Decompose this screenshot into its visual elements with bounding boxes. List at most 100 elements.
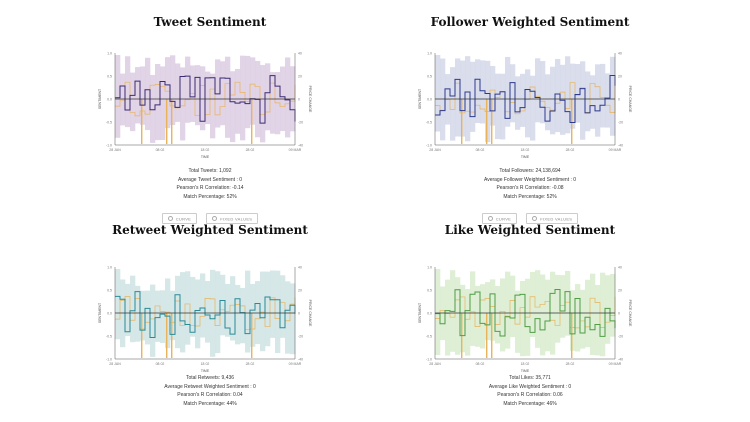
y-left-axis-title: SENTIMENT (418, 302, 422, 323)
range-bar (140, 290, 146, 341)
range-bar (225, 284, 231, 337)
y-right-tick-label: 20 (298, 289, 302, 293)
range-bar (445, 279, 451, 356)
range-band (115, 269, 296, 357)
range-bar (265, 271, 271, 347)
range-bar (145, 57, 151, 131)
stat-match: Match Percentage: 52% (503, 193, 557, 200)
range-bar (510, 275, 516, 338)
range-bar (575, 63, 581, 123)
range-bar (200, 273, 206, 338)
stat-average: Average Retweet Weighted Sentiment : 0 (164, 383, 256, 390)
range-bar (565, 270, 571, 336)
x-tick-label: 09 MAR (289, 148, 302, 152)
range-bar (585, 279, 591, 348)
price-spike (571, 99, 573, 144)
range-bar (285, 281, 291, 354)
like-weighted-panel: Like Weighted Sentiment 1.0 0.5 0.0 -0.5 -1.… (410, 215, 650, 422)
x-tick-label: 28 JAN (429, 148, 441, 152)
price-spike (486, 99, 488, 144)
range-bar (280, 275, 286, 338)
range-bar (190, 65, 196, 122)
y-left-tick-label: 0.0 (427, 98, 432, 102)
fixed-values-label: FIXED VALUES (540, 216, 573, 221)
radio-icon (167, 215, 173, 221)
y-right-tick-label: 40 (298, 52, 302, 56)
fixed-values-toggle[interactable]: FIXED VALUES (206, 213, 259, 224)
stat-correlation: Pearson's R Correlation: -0.14 (176, 185, 244, 191)
stat-correlation: Pearson's R Correlation: 0.04 (177, 392, 243, 398)
range-bar (475, 285, 481, 347)
y-left-tick-label: 0.0 (107, 98, 112, 102)
range-bar (170, 55, 176, 126)
range-bar (460, 60, 466, 137)
price-spike (166, 313, 168, 358)
x-axis-title: TIME (201, 369, 210, 373)
range-bar (470, 61, 476, 132)
range-bar (255, 281, 261, 345)
panel-title: Follower Weighted Sentiment (430, 15, 630, 29)
range-bar (150, 284, 156, 357)
range-bar (515, 76, 521, 130)
range-bar (455, 277, 461, 355)
stat-match: Match Percentage: 46% (503, 400, 557, 407)
price-spike (251, 313, 253, 358)
range-bar (435, 55, 441, 132)
y-right-tick-label: -40 (618, 358, 623, 362)
range-bar (590, 75, 596, 129)
range-bar (205, 71, 211, 125)
range-bar (575, 284, 581, 352)
range-band (435, 269, 616, 357)
range-bar (570, 290, 576, 351)
range-bar (530, 271, 536, 338)
range-bar (270, 270, 276, 338)
panel-title: Tweet Sentiment (153, 15, 267, 29)
curve-toggle[interactable]: CURVE (161, 213, 198, 224)
follower-weighted-panel: Follower Weighted Sentiment 1.0 0.5 0.0 -0.… (410, 0, 650, 224)
x-tick-label: 18 02 (521, 362, 530, 366)
sentiment-line (115, 291, 296, 338)
price-spike (486, 313, 488, 358)
fixed-values-toggle[interactable]: FIXED VALUES (526, 213, 579, 224)
y-left-tick-label: 1.0 (427, 266, 432, 270)
range-bar (230, 276, 236, 341)
y-left-tick-label: -0.5 (106, 335, 112, 339)
x-tick-label: 28 JAN (429, 362, 441, 366)
range-bar (175, 275, 181, 349)
range-bar (570, 63, 576, 129)
range-bar (580, 289, 586, 349)
range-bar (595, 64, 601, 137)
y-left-tick-label: 0.5 (427, 289, 432, 293)
y-right-tick-label: 0 (618, 98, 620, 102)
range-bar (200, 66, 206, 131)
x-tick-label: 28 02 (566, 362, 575, 366)
curve-label: CURVE (495, 216, 512, 221)
range-bar (275, 270, 281, 354)
stats-block: Total Tweets: 1,092 Average Tweet Sentim… (90, 167, 330, 201)
range-bar (480, 60, 486, 124)
range-bar (485, 282, 491, 341)
stat-average: Average Follower Weighted Sentiment : 0 (483, 176, 577, 183)
x-tick-label: 08 02 (476, 148, 485, 152)
y-right-tick-label: -40 (298, 358, 303, 362)
range-bar (230, 71, 236, 143)
price-spike (171, 99, 173, 144)
range-bar (605, 73, 611, 128)
range-bar (195, 65, 201, 126)
x-tick-label: 18 02 (201, 148, 210, 152)
range-bar (160, 66, 166, 141)
range-bar (450, 67, 456, 141)
y-left-tick-label: 1.0 (427, 52, 432, 56)
range-bar (585, 71, 591, 132)
chart-controls: CURVE FIXED VALUES (410, 213, 650, 224)
y-right-tick-label: 0 (298, 312, 300, 316)
range-bar (225, 56, 231, 138)
range-bar (510, 64, 516, 123)
range-bar (455, 58, 461, 137)
range-bar (260, 65, 266, 143)
range-bar (480, 284, 486, 349)
curve-toggle[interactable]: CURVE (481, 213, 518, 224)
x-tick-label: 08 02 (156, 148, 165, 152)
panel-title: Like Weighted Sentiment (444, 223, 616, 237)
range-bar (125, 56, 131, 128)
